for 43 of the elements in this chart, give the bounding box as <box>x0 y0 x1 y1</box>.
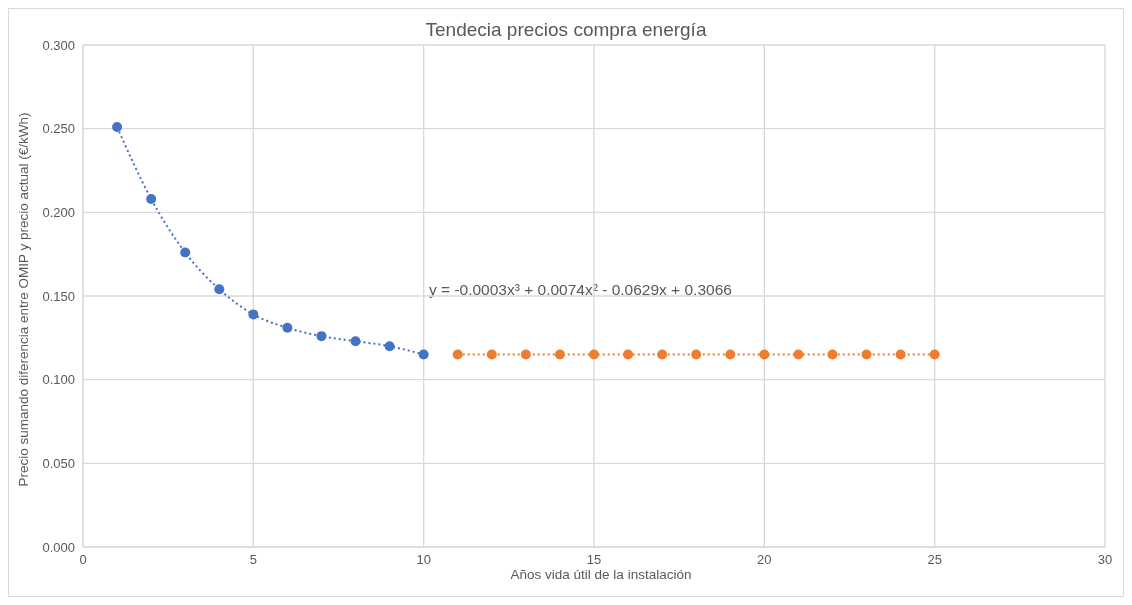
point <box>827 349 838 360</box>
point <box>214 284 225 295</box>
y-tick-label: 0.200 <box>42 204 75 220</box>
chart-title: Tendecia precios compra energía <box>425 19 707 40</box>
y-tick-label: 0.250 <box>42 121 75 137</box>
point <box>895 349 906 360</box>
point <box>589 349 599 360</box>
point <box>282 322 293 333</box>
x-tick-label: 30 <box>1097 552 1113 568</box>
point <box>759 349 770 360</box>
x-tick-label: 0 <box>79 552 87 568</box>
point <box>350 336 361 347</box>
point <box>112 121 123 132</box>
point <box>146 193 157 204</box>
x-tick-label: 20 <box>757 552 772 568</box>
point <box>554 349 565 360</box>
point <box>180 247 191 258</box>
y-tick-label: 0.000 <box>42 539 75 555</box>
y-tick-label: 0.150 <box>42 288 75 304</box>
point <box>520 349 531 360</box>
annotation: y = -0.0003x³ + 0.0074x² - 0.0629x + 0.3066 <box>429 281 732 299</box>
point <box>793 349 804 360</box>
y-tick-label: 0.300 <box>42 37 75 53</box>
y-axis-title: Precio sumando diferencia entre OMIP y precio actual (€/kWh) <box>15 111 31 487</box>
x-tick-label: 10 <box>416 552 431 568</box>
y-tick-label: 0.100 <box>42 372 75 388</box>
point <box>316 331 327 342</box>
point <box>861 349 872 360</box>
point <box>248 309 259 320</box>
x-tick-label: 5 <box>249 552 257 568</box>
x-tick-label: 15 <box>586 552 602 568</box>
point <box>623 349 634 360</box>
point <box>418 349 429 360</box>
point <box>725 349 736 360</box>
point <box>452 349 463 360</box>
point <box>657 349 668 360</box>
point <box>929 349 940 360</box>
point <box>691 349 702 360</box>
point <box>384 341 395 352</box>
x-tick-label: 25 <box>927 552 942 568</box>
x-axis-title: Años vida útil de la instalación <box>509 567 693 582</box>
point <box>486 349 497 360</box>
y-tick-label: 0.050 <box>42 455 75 471</box>
